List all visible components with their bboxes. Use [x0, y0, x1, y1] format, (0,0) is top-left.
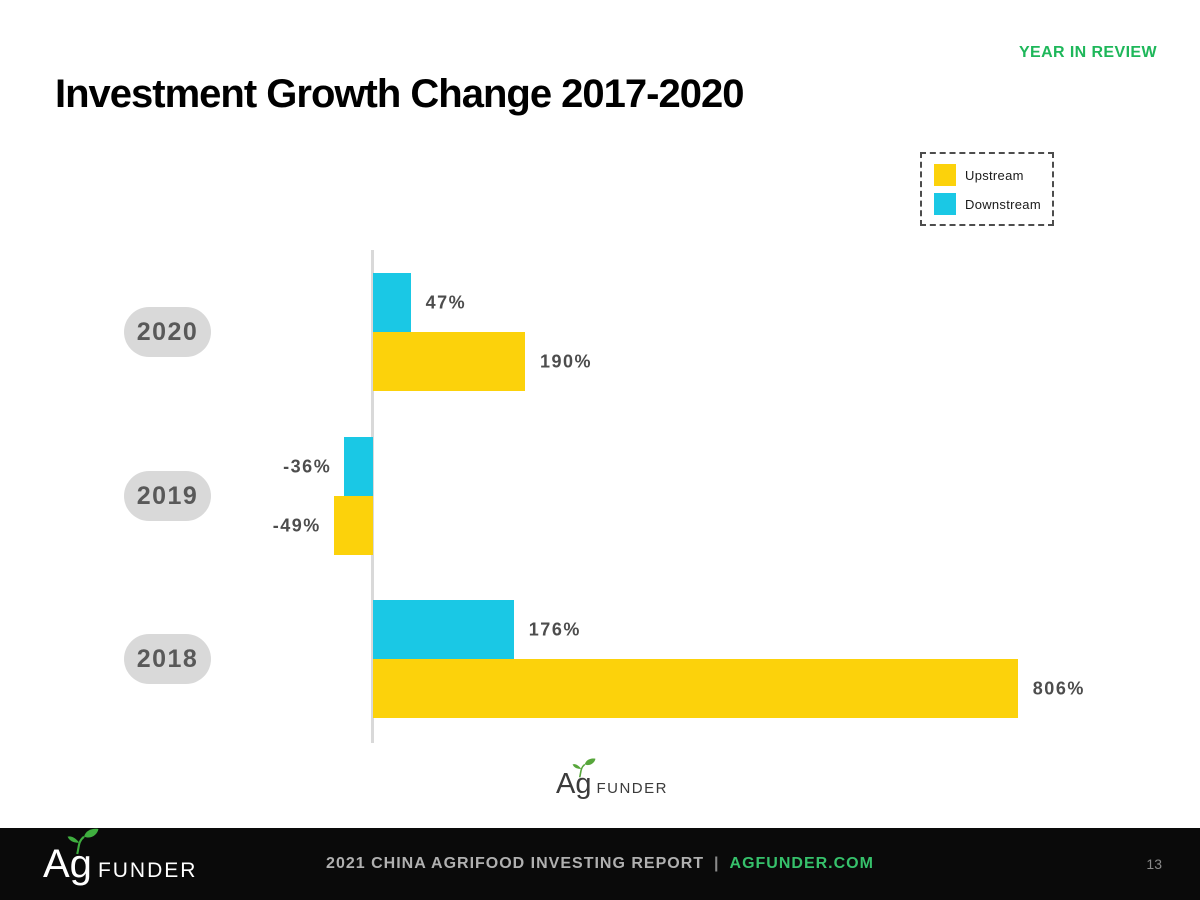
upstream-color-swatch [934, 164, 956, 186]
agfunder-watermark-logo: Ag FUNDER [556, 758, 668, 800]
downstream-color-swatch [934, 193, 956, 215]
agfunder-ag-mark: Ag [556, 758, 596, 800]
chart-legend: Upstream Downstream [920, 152, 1054, 226]
sprout-icon [573, 758, 596, 778]
value-label-2020-downstream: 47% [425, 292, 467, 312]
value-label-2019-downstream: -36% [283, 456, 332, 476]
year-pill-2019: 2019 [124, 471, 211, 521]
legend-label-downstream: Downstream [965, 196, 1041, 212]
value-label-2018-downstream: 176% [528, 619, 581, 639]
legend-label-upstream: Upstream [965, 167, 1024, 183]
year-pill-2018: 2018 [124, 634, 211, 684]
funder-text: FUNDER [596, 780, 668, 797]
bar-2018-upstream [373, 659, 1018, 718]
bar-2019-upstream [333, 496, 373, 555]
agfunder-footer-logo[interactable]: Ag FUNDER [43, 828, 198, 886]
footer-separator: | [714, 855, 720, 872]
funder-text: FUNDER [97, 859, 198, 882]
page-title: Investment Growth Change 2017-2020 [55, 72, 744, 116]
value-label-2018-upstream: 806% [1032, 678, 1085, 698]
year-in-review-label: YEAR IN REVIEW [1018, 44, 1157, 61]
ag-text: Ag [43, 842, 92, 886]
agfunder-com-link[interactable]: AGFUNDER.COM [729, 855, 874, 872]
bar-2019-downstream [344, 437, 373, 496]
value-label-2019-upstream: -49% [272, 515, 321, 535]
bar-2020-downstream [373, 273, 411, 332]
footer-text: 2021 CHINA AGRIFOOD INVESTING REPORT | AGF… [326, 855, 874, 873]
ag-text: Ag [556, 768, 592, 800]
sprout-icon [67, 828, 99, 855]
report-title: 2021 CHINA AGRIFOOD INVESTING REPORT [326, 855, 705, 872]
page-number: 13 [1146, 856, 1162, 872]
year-pill-2020: 2020 [124, 307, 211, 357]
legend-item-upstream: Upstream [934, 164, 1052, 186]
bar-2020-upstream [373, 332, 525, 391]
footer-bar: Ag FUNDER 2021 CHINA AGRIFOOD INVESTING … [0, 828, 1200, 900]
legend-item-downstream: Downstream [934, 193, 1052, 215]
bar-2018-downstream [373, 600, 514, 659]
value-label-2020-upstream: 190% [540, 351, 593, 371]
agfunder-ag-mark: Ag [43, 828, 99, 886]
